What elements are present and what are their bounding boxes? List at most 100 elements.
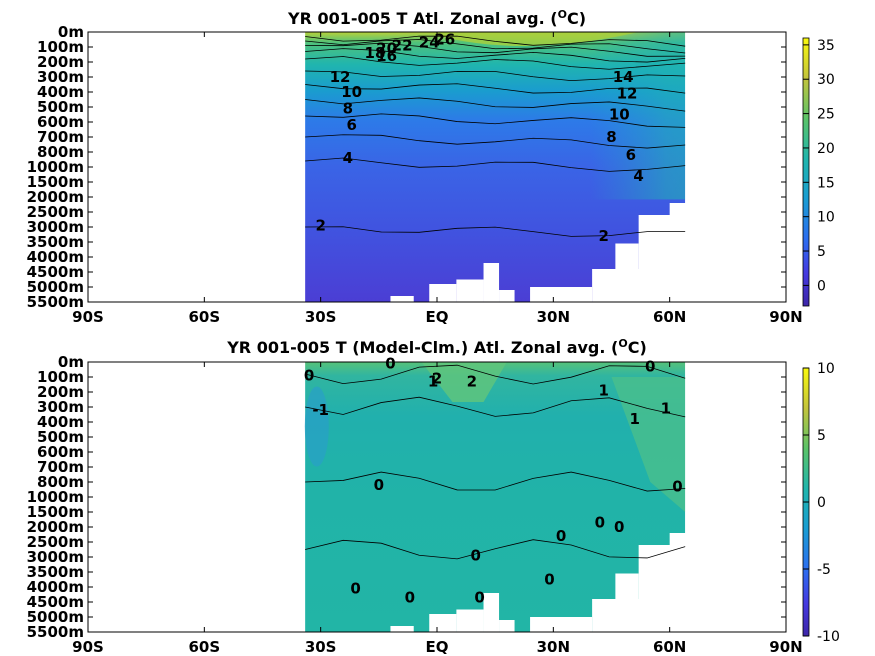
chart-title-superscript: O xyxy=(618,337,627,350)
y-tick-label: 800m xyxy=(37,143,84,161)
y-tick-label: 200m xyxy=(37,383,84,401)
y-tick-label: 700m xyxy=(37,458,84,476)
y-tick-label: 800m xyxy=(37,473,84,491)
land-mask xyxy=(530,617,593,632)
contour-label: 22 xyxy=(392,37,413,55)
contour-label: 10 xyxy=(609,106,630,124)
y-tick-label: 500m xyxy=(37,428,84,446)
contour-label: 0 xyxy=(385,355,395,373)
y-tick-label: 400m xyxy=(37,83,84,101)
contour-label: 4 xyxy=(633,167,643,185)
chart-title-main: YR 001-005 T (Model-Clm.) Atl. Zonal avg… xyxy=(226,338,618,357)
contour-label: 0 xyxy=(304,367,314,385)
contour-label: -1 xyxy=(312,401,329,419)
x-tick-label: 60N xyxy=(653,638,686,656)
contour-label: 1 xyxy=(599,382,609,400)
colorbar-tick-label: 20 xyxy=(817,141,835,157)
contour-label: 8 xyxy=(343,100,353,118)
cool-patch xyxy=(304,386,329,467)
x-tick-label: 90N xyxy=(769,308,802,326)
y-tick-label: 200m xyxy=(37,53,84,71)
colorbar-tick-label: 10 xyxy=(817,361,835,377)
x-tick-label: 30S xyxy=(305,638,337,656)
contour-label: 0 xyxy=(645,358,655,376)
y-tick-label: 4000m xyxy=(27,578,84,596)
y-tick-label: 3500m xyxy=(27,233,84,251)
y-tick-label: 5500m xyxy=(27,293,84,311)
contour-label: 1 xyxy=(630,410,640,428)
contour-label: 26 xyxy=(434,31,455,49)
colorbar-tick-label: -5 xyxy=(817,562,831,578)
y-tick-label: 5000m xyxy=(27,278,84,296)
land-mask xyxy=(483,263,500,302)
colorbar-tick-label: 35 xyxy=(817,38,835,54)
land-mask-north xyxy=(685,32,786,302)
contour-label: 4 xyxy=(343,149,353,167)
y-tick-label: 1500m xyxy=(27,173,84,191)
y-tick-label: 2000m xyxy=(27,188,84,206)
top-chart-panel: 2624222018161412121010886644220m100m200m… xyxy=(27,8,835,326)
y-tick-label: 300m xyxy=(37,398,84,416)
contour-label: 8 xyxy=(606,128,616,146)
x-tick-label: 90S xyxy=(72,308,104,326)
land-mask xyxy=(456,609,484,632)
contour-label: 2 xyxy=(315,217,325,235)
y-tick-label: 700m xyxy=(37,128,84,146)
y-tick-label: 4000m xyxy=(27,248,84,266)
x-tick-label: 30N xyxy=(537,308,570,326)
y-tick-label: 100m xyxy=(37,368,84,386)
land-mask xyxy=(638,215,688,302)
colorbar-tick-label: 25 xyxy=(817,107,835,123)
contour-label: 6 xyxy=(626,146,636,164)
y-tick-label: 300m xyxy=(37,68,84,86)
contour-line xyxy=(305,471,686,492)
contour-line xyxy=(305,539,686,560)
chart-title: YR 001-005 T (Model-Clm.) Atl. Zonal avg… xyxy=(226,337,647,357)
y-tick-label: 1000m xyxy=(27,158,84,176)
warm-patch xyxy=(421,362,507,402)
chart-title-main: YR 001-005 T Atl. Zonal avg. ( xyxy=(287,9,558,28)
y-tick-label: 100m xyxy=(37,38,84,56)
contour-line xyxy=(305,70,686,81)
land-mask-north xyxy=(685,362,786,632)
x-tick-label: 90S xyxy=(72,638,104,656)
contour-label: 0 xyxy=(374,476,384,494)
contour-line xyxy=(305,396,686,418)
y-tick-label: 4500m xyxy=(27,593,84,611)
contour-label: 0 xyxy=(350,580,360,598)
contour-line xyxy=(305,364,686,385)
contour-label: 0 xyxy=(672,478,682,496)
contour-label: 14 xyxy=(613,68,634,86)
contour-label: 20 xyxy=(376,40,397,58)
contour-line xyxy=(305,42,686,57)
colorbar-tick-label: 0 xyxy=(817,495,826,511)
contour-line xyxy=(305,35,686,47)
land-mask xyxy=(390,296,414,302)
contour-label: 1 xyxy=(661,400,671,418)
y-tick-label: 5500m xyxy=(27,623,84,641)
y-tick-label: 5000m xyxy=(27,608,84,626)
land-mask xyxy=(429,284,457,302)
y-tick-label: 2500m xyxy=(27,203,84,221)
contour-label: 0 xyxy=(471,547,481,565)
x-tick-label: EQ xyxy=(426,638,449,656)
colorbar xyxy=(802,37,810,307)
contour-label: 6 xyxy=(346,116,356,134)
y-tick-label: 0m xyxy=(58,23,84,41)
y-tick-label: 1000m xyxy=(27,488,84,506)
y-tick-label: 2500m xyxy=(27,533,84,551)
contour-lines xyxy=(305,35,686,237)
contour-label: 2 xyxy=(432,370,442,388)
y-tick-label: 3000m xyxy=(27,218,84,236)
x-tick-label: 60S xyxy=(188,308,220,326)
y-tick-label: 4500m xyxy=(27,263,84,281)
y-tick-label: 400m xyxy=(37,413,84,431)
contour-line xyxy=(305,97,686,112)
warm-cap xyxy=(425,32,639,46)
colorbar-tick-label: 5 xyxy=(817,244,826,260)
contour-label: 0 xyxy=(474,589,484,607)
land-mask xyxy=(429,614,457,632)
contour-line xyxy=(305,157,686,172)
y-tick-label: 3000m xyxy=(27,548,84,566)
